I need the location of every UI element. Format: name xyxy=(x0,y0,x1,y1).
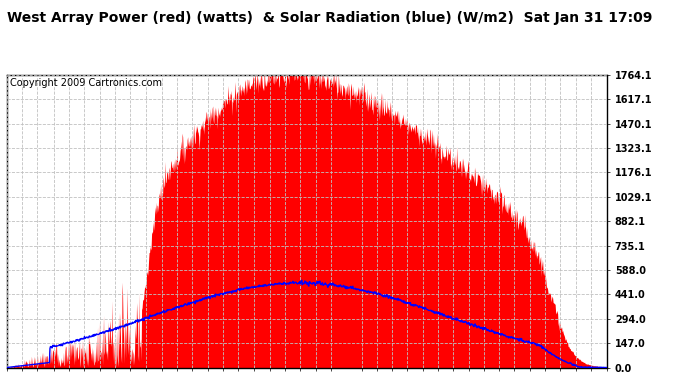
Text: Copyright 2009 Cartronics.com: Copyright 2009 Cartronics.com xyxy=(10,78,162,88)
Text: West Array Power (red) (watts)  & Solar Radiation (blue) (W/m2)  Sat Jan 31 17:0: West Array Power (red) (watts) & Solar R… xyxy=(7,11,652,25)
